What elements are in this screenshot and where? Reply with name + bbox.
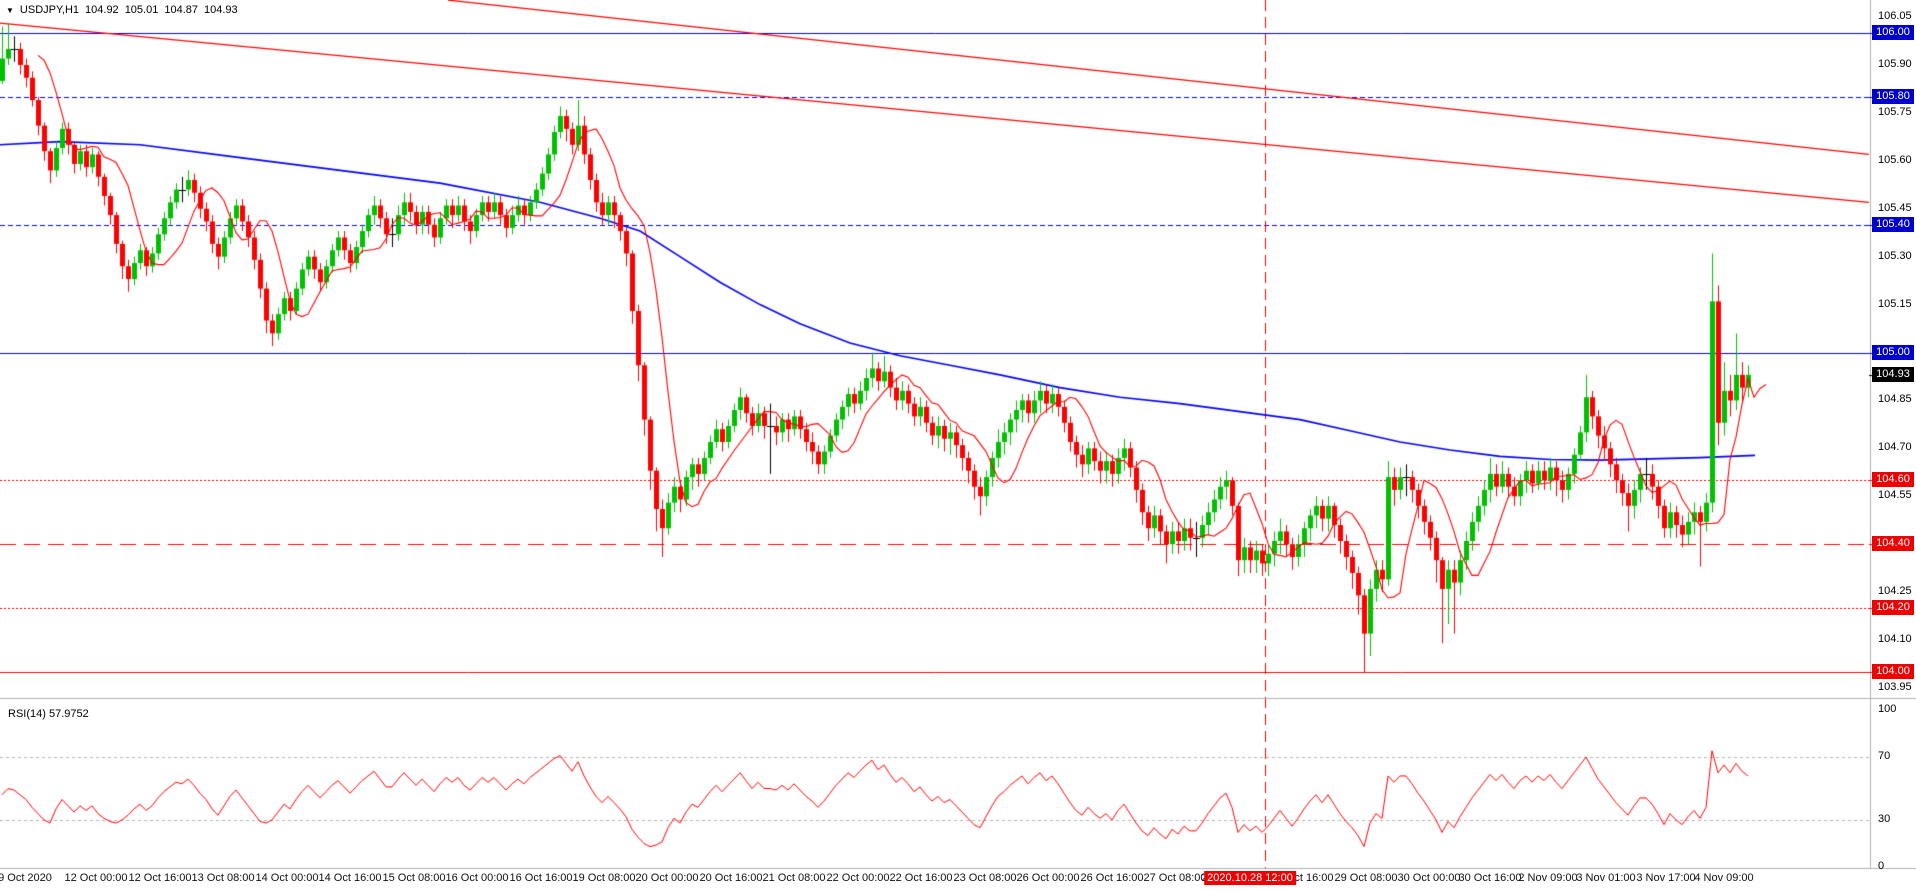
time-axis-label: 30 Oct 00:00 — [1397, 872, 1461, 884]
time-axis-label: 26 Oct 00:00 — [1016, 872, 1080, 884]
time-axis-label: 13 Oct 08:00 — [191, 872, 255, 884]
symbol-label: USDJPY,H1 — [19, 4, 80, 16]
rsi-axis-label: 100 — [1878, 703, 1897, 715]
time-axis-label: 15 Oct 08:00 — [382, 872, 446, 884]
price-axis-label: 105.30 — [1878, 249, 1912, 262]
time-axis-label: 19 Oct 08:00 — [572, 872, 636, 884]
time-axis-label: 27 Oct 08:00 — [1143, 872, 1207, 884]
chart-dropdown-icon[interactable]: ▼ — [6, 5, 14, 15]
time-axis-label: 23 Oct 08:00 — [953, 872, 1017, 884]
price-axis-label: 104.10 — [1878, 633, 1912, 646]
price-axis-label: 105.60 — [1878, 153, 1912, 166]
price-axis-label: 106.05 — [1878, 10, 1912, 23]
price-axis-label: 104.70 — [1878, 441, 1912, 454]
rsi-axis-label: 0 — [1878, 860, 1885, 872]
time-axis-label: 26 Oct 16:00 — [1080, 872, 1144, 884]
time-axis-label: 14 Oct 00:00 — [255, 872, 319, 884]
rsi-axis-label: 30 — [1878, 812, 1891, 825]
price-axis-label: 105.45 — [1878, 201, 1912, 214]
time-axis-label: 30 Oct 16:00 — [1458, 872, 1522, 884]
time-axis-label: 16 Oct 16:00 — [509, 872, 573, 884]
price-axis-label: 105.90 — [1878, 57, 1912, 70]
time-axis-label: 14 Oct 16:00 — [318, 872, 382, 884]
ohlc-high: 105.01 — [124, 4, 159, 16]
price-axis-label: 103.95 — [1878, 680, 1912, 693]
symbol-info: ▼ USDJPY,H1 104.92 105.01 104.87 104.93 — [6, 4, 238, 16]
price-axis-label: 104.85 — [1878, 393, 1912, 406]
time-axis-label: 12 Oct 16:00 — [128, 872, 192, 884]
price-level-badge: 105.00 — [1872, 344, 1914, 360]
time-axis-label: 22 Oct 16:00 — [889, 872, 953, 884]
time-axis-label: 12 Oct 00:00 — [64, 872, 128, 884]
vline-time-badge: 2020.10.28 12:00 — [1204, 871, 1296, 885]
time-axis-label: 20 Oct 16:00 — [699, 872, 763, 884]
ohlc-close: 104.93 — [204, 4, 238, 16]
time-axis-label: 3 Nov 01:00 — [1576, 872, 1636, 884]
price-level-badge: 105.40 — [1872, 216, 1914, 232]
price-axis-label: 104.55 — [1878, 489, 1912, 502]
price-level-badge: 104.60 — [1872, 472, 1914, 488]
price-level-badge: 104.20 — [1872, 600, 1914, 616]
time-axis-label: 9 Oct 2020 — [0, 872, 52, 884]
price-axis-label: 104.25 — [1878, 585, 1912, 598]
price-level-badge: 106.00 — [1872, 25, 1914, 40]
time-axis-label: 20 Oct 00:00 — [635, 872, 699, 884]
time-axis-label: 21 Oct 08:00 — [762, 872, 826, 884]
rsi-indicator-label: RSI(14) 57.9752 — [8, 708, 89, 720]
price-level-badge: 104.00 — [1872, 664, 1914, 679]
price-level-badge: 104.40 — [1872, 536, 1914, 552]
price-axis[interactable]: 106.05 105.90 105.75 105.60 105.45 105.30 105.… — [1872, 0, 1916, 891]
current-price-badge: 104.93 — [1872, 366, 1914, 382]
price-axis-label: 105.75 — [1878, 105, 1912, 118]
time-axis-label: 29 Oct 08:00 — [1334, 872, 1398, 884]
ohlc-open: 104.92 — [85, 4, 119, 16]
time-axis-label: 3 Nov 17:00 — [1636, 872, 1696, 884]
rsi-axis-label: 70 — [1878, 750, 1891, 763]
price-axis-label: 105.15 — [1878, 297, 1912, 310]
ohlc-low: 104.87 — [164, 4, 198, 16]
time-axis-label: 2 Nov 09:00 — [1518, 872, 1578, 884]
price-level-badge: 105.80 — [1872, 88, 1914, 104]
time-axis-label: 4 Nov 09:00 — [1694, 872, 1754, 884]
time-axis-label: 22 Oct 00:00 — [826, 872, 890, 884]
time-axis-label: 16 Oct 00:00 — [445, 872, 509, 884]
